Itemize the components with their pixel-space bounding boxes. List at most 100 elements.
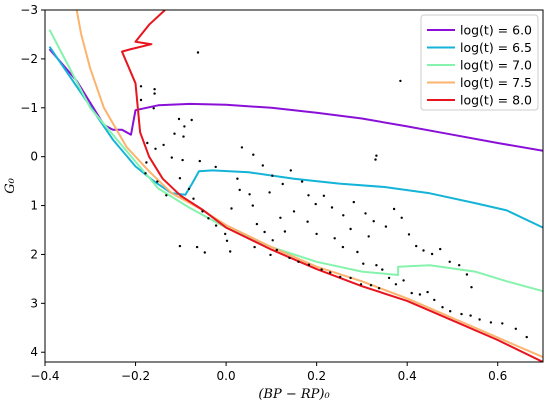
star-point — [407, 233, 411, 236]
star-point — [281, 182, 284, 186]
y-tick-label: −1 — [20, 101, 38, 115]
star-point — [225, 239, 229, 242]
legend-label: log(t) = 7.0 — [460, 58, 532, 73]
star-point — [268, 191, 271, 194]
star-point — [367, 235, 370, 238]
x-axis-label: (BP − RP)₀ — [258, 387, 330, 402]
y-tick-label: −2 — [20, 52, 38, 66]
star-point — [314, 202, 317, 206]
star-point — [369, 284, 373, 287]
star-point — [349, 227, 352, 231]
star-point — [248, 193, 251, 196]
star-point — [458, 264, 461, 267]
star-point — [275, 248, 278, 252]
star-point — [448, 260, 451, 263]
star-point — [182, 135, 185, 138]
star-point — [162, 143, 165, 147]
star-point — [181, 158, 184, 162]
star-point — [153, 88, 156, 91]
y-axis-ticks: −3 −2 −1 0 1 2 3 4 — [20, 3, 45, 359]
star-point — [253, 245, 256, 249]
star-point — [139, 85, 143, 88]
star-point — [449, 310, 452, 313]
star-point — [359, 283, 363, 286]
star-point — [433, 298, 436, 302]
star-point — [375, 264, 378, 267]
star-point — [418, 293, 422, 296]
star-point — [387, 276, 391, 280]
star-point — [178, 244, 182, 248]
x-tick-label: −0.2 — [121, 369, 150, 383]
isochrone-line-0 — [48, 48, 543, 152]
star-point — [322, 194, 326, 197]
star-point — [364, 212, 367, 215]
star-point — [374, 158, 377, 161]
star-points — [139, 51, 528, 339]
star-point — [320, 268, 323, 271]
star-point — [178, 177, 182, 180]
star-point — [356, 250, 359, 254]
star-point — [377, 287, 381, 290]
star-point — [470, 286, 473, 289]
y-tick-label: −3 — [20, 3, 38, 17]
legend-label: log(t) = 8.0 — [460, 93, 532, 108]
star-point — [352, 200, 355, 204]
star-point — [392, 207, 396, 211]
star-point — [196, 51, 200, 54]
star-point — [269, 253, 272, 257]
star-point — [375, 154, 378, 157]
star-point — [306, 220, 309, 223]
star-point — [362, 262, 365, 265]
star-point — [330, 206, 334, 209]
star-point — [315, 232, 318, 236]
x-tick-label: −0.4 — [30, 369, 59, 383]
legend: log(t) = 6.0 log(t) = 6.5 log(t) = 7.0 log(… — [420, 14, 539, 111]
star-point — [469, 314, 472, 317]
star-point — [415, 244, 418, 248]
y-tick-label: 1 — [30, 199, 38, 213]
x-tick-label: 0.0 — [217, 369, 236, 383]
x-tick-label: 0.6 — [488, 369, 507, 383]
star-point — [333, 237, 336, 240]
star-point — [525, 335, 528, 339]
star-point — [144, 172, 147, 175]
star-point — [255, 222, 259, 226]
star-point — [261, 164, 264, 167]
star-point — [195, 245, 199, 249]
star-point — [146, 141, 149, 145]
y-tick-label: 4 — [30, 345, 38, 359]
star-point — [152, 107, 155, 110]
star-point — [307, 194, 310, 197]
legend-label: log(t) = 6.5 — [460, 40, 532, 55]
star-point — [372, 220, 375, 223]
star-point — [439, 247, 442, 251]
star-point — [300, 180, 304, 183]
star-point — [422, 249, 425, 252]
star-point — [394, 283, 398, 286]
star-point — [342, 214, 345, 217]
star-point — [139, 98, 143, 102]
star-point — [177, 117, 181, 121]
star-point — [501, 322, 504, 325]
star-point — [263, 230, 266, 234]
star-point — [251, 204, 254, 207]
x-tick-label: 0.4 — [398, 369, 417, 383]
star-point — [192, 197, 195, 200]
plot-frame — [44, 9, 544, 363]
star-point — [384, 225, 388, 228]
star-point — [271, 239, 274, 242]
star-point — [349, 276, 352, 280]
star-point — [441, 306, 444, 309]
star-point — [288, 256, 291, 260]
star-point — [400, 216, 403, 219]
star-point — [207, 217, 210, 220]
star-point — [381, 268, 384, 271]
star-point — [271, 174, 274, 177]
star-point — [170, 156, 173, 159]
star-point — [329, 271, 332, 274]
star-point — [341, 245, 345, 249]
star-point — [236, 177, 239, 180]
star-point — [252, 153, 255, 156]
star-point — [339, 275, 342, 279]
